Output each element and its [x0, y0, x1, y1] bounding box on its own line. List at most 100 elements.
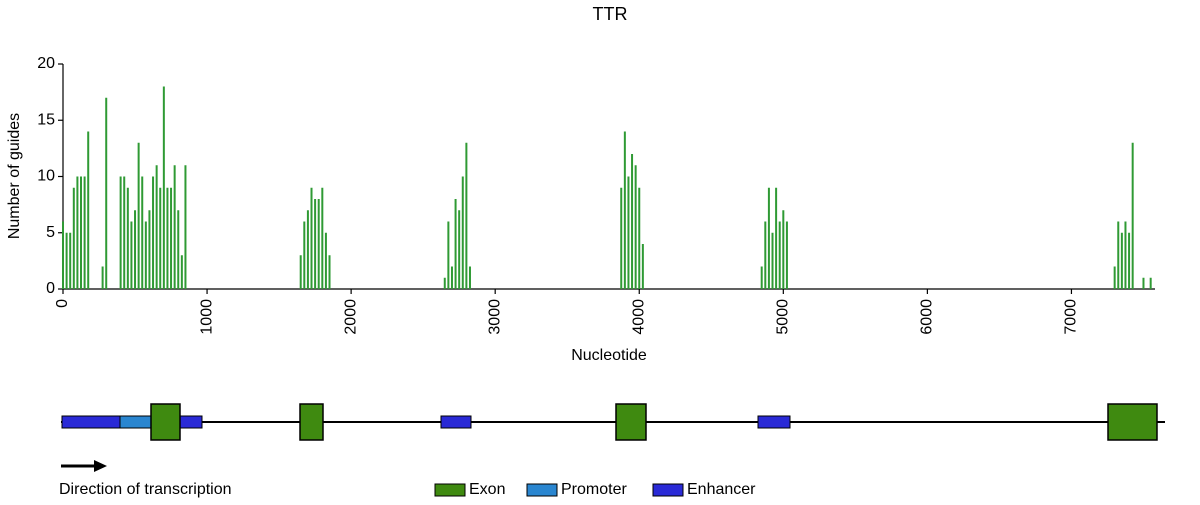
bar [623, 131, 626, 289]
bar [321, 187, 324, 289]
bar [775, 187, 778, 289]
enhancer [61, 415, 121, 429]
bar [1149, 277, 1152, 289]
y-tick-label: 0 [46, 280, 55, 297]
bar [126, 187, 129, 289]
bar [1120, 232, 1123, 289]
exon [150, 403, 181, 441]
enhancer [179, 415, 203, 429]
y-tick-label: 10 [37, 168, 55, 185]
bar [152, 176, 155, 289]
bar [177, 210, 180, 289]
bar [173, 165, 176, 289]
bar [141, 176, 144, 289]
direction-label: Direction of transcription [59, 481, 232, 498]
bar [443, 277, 446, 289]
bar [641, 244, 644, 289]
bar [317, 199, 320, 289]
bar [137, 142, 140, 289]
bar [184, 165, 187, 289]
bar [148, 210, 151, 289]
bar [638, 187, 641, 289]
bar [1117, 221, 1120, 289]
promoter [119, 415, 152, 429]
bar [123, 176, 126, 289]
bar [119, 176, 122, 289]
bar [180, 255, 183, 289]
legend-label: Promoter [561, 481, 627, 498]
bar [155, 165, 158, 289]
x-axis-label: Nucleotide [571, 347, 647, 364]
bar [1128, 232, 1131, 289]
y-axis-label: Number of guides [6, 113, 23, 239]
bar [468, 266, 471, 289]
x-tick-label: 5000 [775, 299, 792, 335]
bar [1124, 221, 1127, 289]
bar [299, 255, 302, 289]
legend-label: Exon [469, 481, 505, 498]
bar [101, 266, 104, 289]
y-tick-label: 5 [46, 224, 55, 241]
bar [166, 187, 169, 289]
legend-swatch [652, 483, 684, 497]
bar [461, 176, 464, 289]
bar [62, 221, 64, 289]
bar [314, 199, 317, 289]
bar [303, 221, 306, 289]
x-tick-label: 7000 [1063, 299, 1080, 335]
gene-diagram: Direction of transcription [59, 403, 1165, 498]
bar [1131, 142, 1134, 289]
x-tick-label: 0 [54, 299, 71, 308]
x-tick-label: 3000 [486, 299, 503, 335]
bar [620, 187, 623, 289]
bar [310, 187, 313, 289]
bar [447, 221, 450, 289]
bar [69, 232, 72, 289]
legend-label: Enhancer [687, 481, 756, 498]
exon [299, 403, 324, 441]
legend-swatch [434, 483, 466, 497]
bar [76, 176, 79, 289]
bar [785, 221, 788, 289]
exon [615, 403, 647, 441]
bar [134, 210, 137, 289]
y-tick-label: 20 [37, 55, 55, 72]
bar [465, 142, 468, 289]
bar [306, 210, 309, 289]
bar [328, 255, 331, 289]
bar [65, 232, 68, 289]
bar [324, 232, 327, 289]
arrow-head [94, 460, 107, 472]
bar [782, 210, 785, 289]
bar [627, 176, 630, 289]
bar [83, 176, 86, 289]
exon [1107, 403, 1158, 441]
bar [170, 187, 173, 289]
enhancer [757, 415, 791, 429]
x-tick-label: 6000 [919, 299, 936, 335]
bar [760, 266, 763, 289]
bar [454, 199, 457, 289]
enhancer [440, 415, 472, 429]
bar [144, 221, 147, 289]
x-tick-label: 2000 [342, 299, 359, 335]
bar [159, 187, 162, 289]
x-tick-label: 1000 [198, 299, 215, 335]
legend-swatch [526, 483, 558, 497]
bar [87, 131, 90, 289]
bar [764, 221, 767, 289]
bar [778, 221, 781, 289]
x-tick-label: 4000 [630, 299, 647, 335]
bar [450, 266, 453, 289]
bar [1113, 266, 1116, 289]
bar [631, 154, 634, 289]
bar [771, 232, 774, 289]
bar [634, 165, 637, 289]
bar [1142, 277, 1145, 289]
bar [130, 221, 133, 289]
bar [72, 187, 75, 289]
bar [80, 176, 83, 289]
chart-title: TTR [593, 4, 628, 24]
bar [458, 210, 461, 289]
